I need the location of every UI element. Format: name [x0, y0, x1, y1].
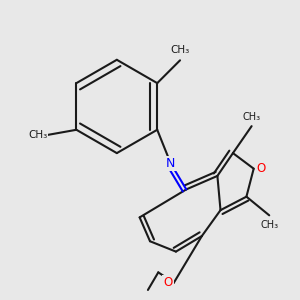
Text: CH₃: CH₃	[260, 220, 278, 230]
Text: CH₃: CH₃	[170, 45, 190, 55]
Text: O: O	[256, 162, 265, 175]
Text: O: O	[164, 276, 173, 289]
Text: N: N	[166, 157, 175, 170]
Text: CH₃: CH₃	[242, 112, 261, 122]
Text: CH₃: CH₃	[28, 130, 47, 140]
Text: N: N	[166, 157, 175, 170]
